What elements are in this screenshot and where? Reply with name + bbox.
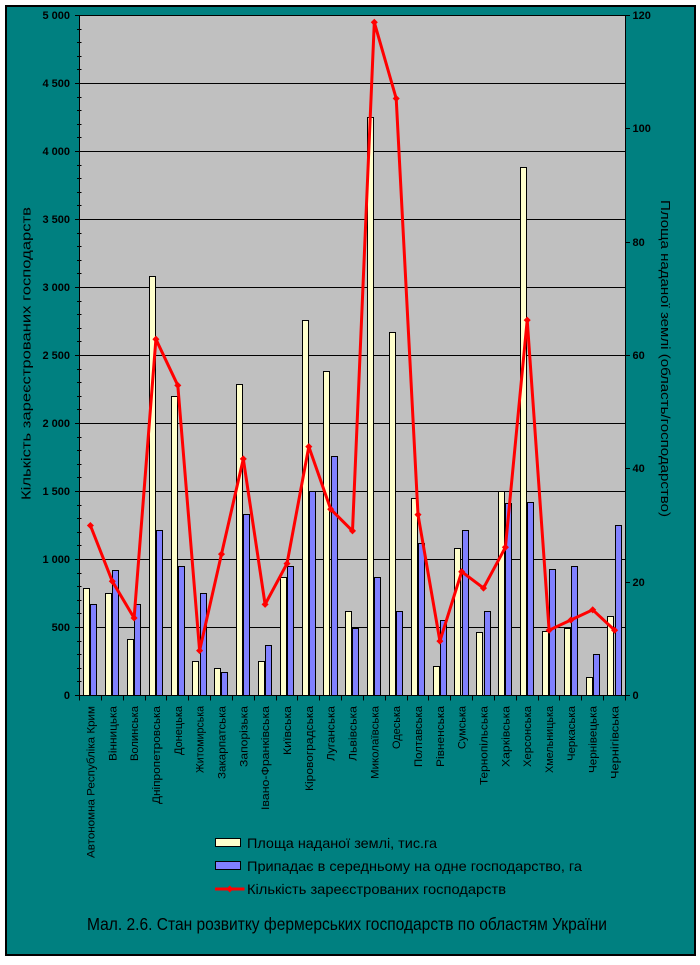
svg-text:20: 20	[633, 577, 645, 589]
svg-text:Івано-Франківська: Івано-Франківська	[260, 705, 272, 810]
svg-text:80: 80	[633, 237, 645, 249]
svg-text:Луганська: Луганська	[326, 705, 338, 761]
svg-text:Львівська: Львівська	[348, 705, 360, 761]
svg-text:Донецька: Донецька	[173, 705, 185, 755]
svg-text:Закарпатська: Закарпатська	[217, 705, 229, 779]
svg-text:Площа наданої землі, тис.га: Площа наданої землі, тис.га	[247, 835, 437, 851]
svg-text:0: 0	[64, 690, 70, 702]
svg-text:1 000: 1 000	[42, 554, 70, 566]
svg-text:2 000: 2 000	[42, 418, 70, 430]
svg-text:Дніпропетровська: Дніпропетровська	[151, 705, 163, 804]
svg-text:4 000: 4 000	[42, 146, 70, 158]
svg-text:Кількість зареєстрованих госпо: Кількість зареєстрованих господарств	[19, 207, 34, 500]
svg-text:Волинська: Волинська	[129, 705, 141, 761]
svg-text:Полтавська: Полтавська	[413, 705, 425, 767]
svg-text:Чернівецька: Чернівецька	[588, 705, 600, 773]
svg-text:Миколаївська: Миколаївська	[369, 705, 381, 779]
svg-text:Херсонська: Херсонська	[522, 705, 534, 767]
svg-text:1 500: 1 500	[42, 486, 70, 498]
svg-text:Кіровоградська: Кіровоградська	[304, 705, 316, 791]
svg-text:Кількість зареєстрованих госпо: Кількість зареєстрованих господарств	[247, 881, 506, 897]
svg-text:3 500: 3 500	[42, 214, 70, 226]
svg-text:Припадає в середньому на одне: Припадає в середньому на одне господарст…	[247, 858, 582, 874]
svg-text:0: 0	[633, 690, 639, 702]
svg-text:Житомирська: Житомирська	[195, 705, 207, 773]
svg-text:Автономна Республіка Крим: Автономна Республіка Крим	[85, 706, 97, 858]
svg-text:4 500: 4 500	[42, 78, 70, 90]
svg-text:100: 100	[633, 123, 651, 135]
svg-text:5 000: 5 000	[42, 10, 70, 22]
svg-text:Київська: Київська	[282, 705, 294, 755]
svg-text:3 000: 3 000	[42, 282, 70, 294]
svg-text:Чернігівська: Чернігівська	[610, 705, 622, 779]
svg-text:Площа наданої землі (область/г: Площа наданої землі (область/господарств…	[658, 200, 673, 517]
svg-text:Тернопільська: Тернопільська	[479, 705, 491, 785]
svg-text:Харківська: Харківська	[500, 705, 512, 767]
svg-text:Хмельницька: Хмельницька	[544, 705, 556, 773]
svg-text:60: 60	[633, 350, 645, 362]
svg-text:Черкаська: Черкаська	[566, 705, 578, 761]
svg-text:Вінницька: Вінницька	[107, 705, 119, 761]
svg-text:Запорізька: Запорізька	[238, 705, 250, 767]
svg-text:Рівненська: Рівненська	[435, 705, 447, 767]
svg-text:120: 120	[633, 10, 651, 22]
svg-text:Мал. 2.6. Стан розвитку фермер: Мал. 2.6. Стан розвитку фермерських госп…	[87, 914, 607, 934]
svg-text:500: 500	[52, 622, 70, 634]
svg-text:2 500: 2 500	[42, 350, 70, 362]
svg-text:Сумська: Сумська	[457, 705, 469, 749]
svg-text:Одеська: Одеська	[391, 705, 403, 749]
svg-text:40: 40	[633, 463, 645, 475]
